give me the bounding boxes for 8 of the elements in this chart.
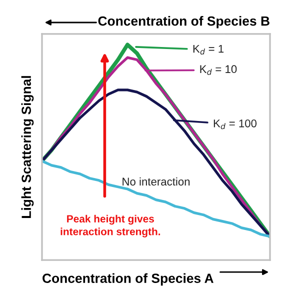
legend-label: K$_{d}$ = 1: [193, 44, 224, 55]
series-label: No interaction: [122, 177, 190, 186]
x-axis-title: Concentration of Species A: [42, 273, 214, 286]
legend-label: K$_{d}$ = 100: [214, 119, 257, 130]
legend-label: K$_{d}$ = 10: [200, 65, 237, 75]
annotation: Peak height gives interaction strength.: [60, 214, 160, 238]
x2-axis-title: Concentration of Species B: [98, 16, 270, 28]
y-axis-title: Light Scattering Signal: [21, 76, 34, 218]
